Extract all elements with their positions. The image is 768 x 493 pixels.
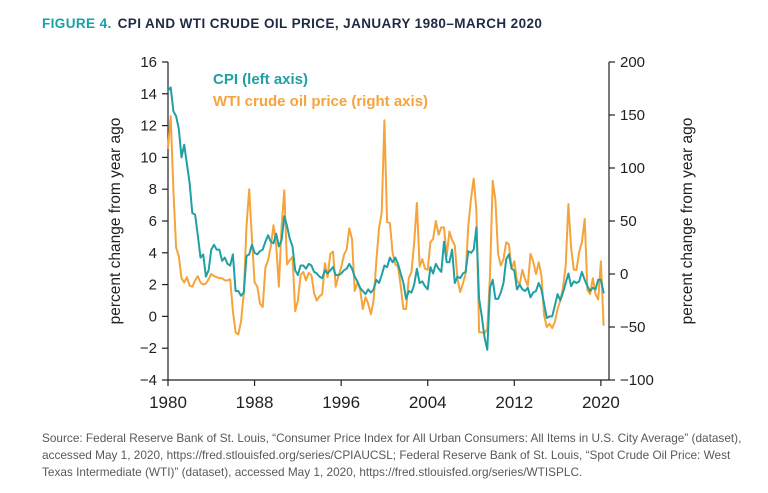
left-tick-label: 0 (149, 308, 157, 325)
left-tick-label: 8 (149, 181, 157, 198)
x-tick-label: 2020 (582, 393, 620, 412)
right-tick-label: 100 (620, 160, 645, 177)
left-tick-label: 6 (149, 213, 157, 230)
legend-cpi: CPI (left axis) (213, 71, 308, 88)
right-axis-title: percent change from year ago (679, 118, 696, 325)
x-tick-label: 1980 (149, 393, 187, 412)
left-axis-title: percent change from year ago (107, 118, 124, 325)
right-tick-label: −50 (620, 319, 645, 336)
x-tick-label: 2012 (495, 393, 533, 412)
left-tick-label: −4 (140, 372, 157, 389)
left-tick-label: 2 (149, 277, 157, 294)
source-note: Source: Federal Reserve Bank of St. Loui… (42, 431, 742, 479)
left-tick-label: 10 (140, 149, 157, 166)
right-tick-label: 200 (620, 54, 645, 71)
cpi-line (167, 86, 605, 351)
wti-line (167, 115, 605, 336)
right-tick-label: 150 (620, 107, 645, 124)
x-tick-label: 1996 (322, 393, 360, 412)
x-tick-label: 2004 (409, 393, 447, 412)
figure-title: FIGURE 4. CPI AND WTI CRUDE OIL PRICE, JA… (42, 16, 748, 31)
legend-wti: WTI crude oil price (right axis) (213, 93, 428, 110)
left-tick-label: −2 (140, 340, 157, 357)
left-tick-label: 4 (149, 245, 157, 262)
cpi-wti-line-chart: 16 14 12 10 8 6 4 2 0 −2 −4 200 150 100 50 0 −50 −100 1980… (107, 54, 696, 412)
left-tick-label: 14 (140, 86, 157, 103)
figure-title-text: CPI AND WTI CRUDE OIL PRICE, JANUARY 198… (117, 16, 543, 31)
figure-label: FIGURE 4. (42, 16, 112, 31)
left-tick-label: 12 (140, 118, 157, 135)
right-tick-label: −100 (620, 372, 654, 389)
x-tick-label: 1988 (236, 393, 274, 412)
right-tick-label: 50 (620, 213, 637, 230)
right-tick-label: 0 (620, 266, 628, 283)
left-tick-label: 16 (140, 54, 157, 71)
